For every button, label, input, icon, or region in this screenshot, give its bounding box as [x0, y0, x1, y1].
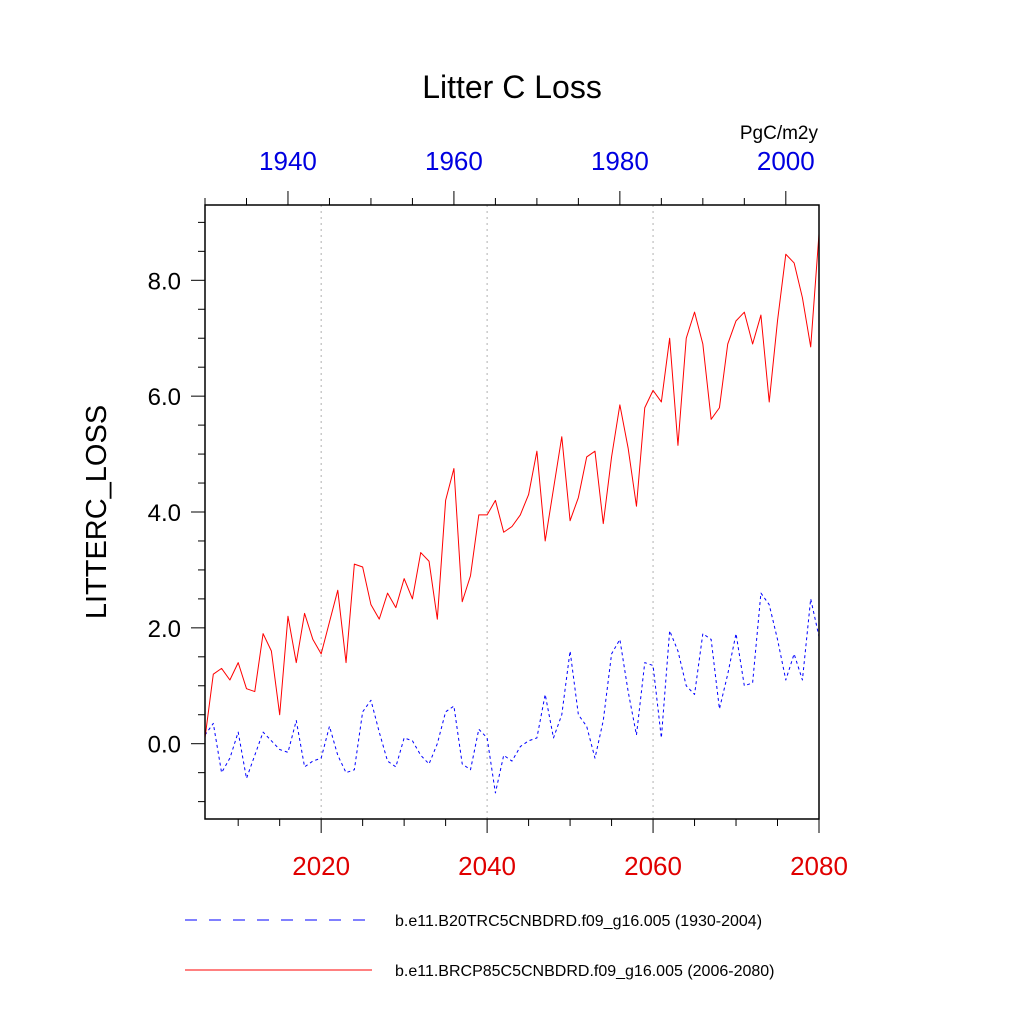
grid-lines [320, 205, 654, 819]
legend: b.e11.B20TRC5CNBDRD.f09_g16.005 (1930-20… [185, 913, 774, 980]
x-tick-label-bottom: 2060 [624, 851, 682, 881]
x-tick-label-top: 2000 [757, 146, 815, 176]
x-tick-label-top: 1980 [591, 146, 649, 176]
y-axis-label: LITTERC_LOSS [81, 405, 113, 619]
plot-frame [204, 204, 820, 820]
series-line-1 [204, 592, 820, 794]
y-tick-label: 4.0 [148, 500, 181, 527]
legend-label-series-2: b.e11.BRCP85C5CNBDRD.f09_g16.005 (2006-2… [395, 963, 774, 980]
x-tick-label-bottom: 2040 [458, 851, 516, 881]
x-tick-label-bottom: 2080 [790, 851, 848, 881]
legend-label-series-1: b.e11.B20TRC5CNBDRD.f09_g16.005 (1930-20… [395, 913, 762, 930]
units-label: PgC/m2y [740, 123, 819, 144]
chart-title: Litter C Loss [422, 69, 602, 105]
tick-labels: 0.0 2.0 4.0 6.0 8.0 2020 2040 2060 2080 1940 1960 1… [148, 146, 848, 881]
y-tick-label: 6.0 [148, 384, 181, 411]
y-tick-label: 8.0 [148, 268, 181, 295]
series-line-2 [204, 233, 820, 738]
x-tick-label-bottom: 2020 [292, 851, 350, 881]
y-tick-label: 2.0 [148, 616, 181, 643]
axis-ticks [191, 191, 820, 833]
x-tick-label-top: 1940 [259, 146, 317, 176]
y-tick-label: 0.0 [148, 732, 181, 759]
x-tick-label-top: 1960 [425, 146, 483, 176]
series-lines [204, 233, 820, 794]
